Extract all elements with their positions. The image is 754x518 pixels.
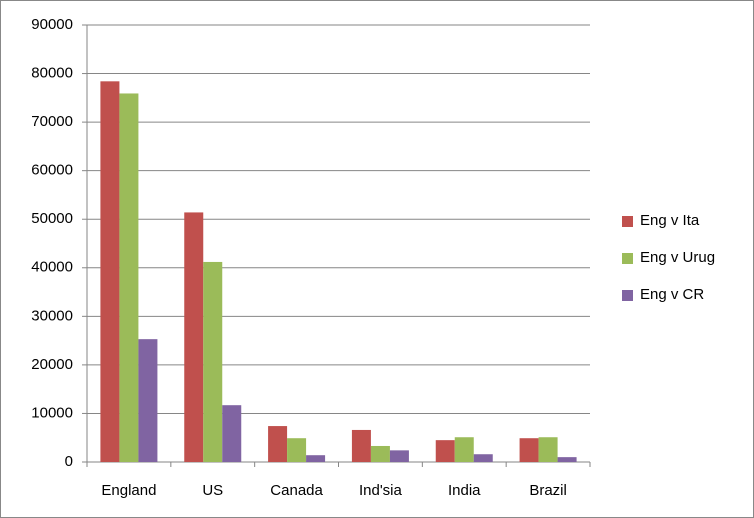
y-tick-label: 50000	[31, 210, 73, 227]
x-tick-label: US	[202, 482, 223, 499]
legend-label: Eng v Urug	[640, 249, 715, 266]
y-tick-label: 10000	[31, 404, 73, 421]
y-tick-label: 70000	[31, 113, 73, 130]
bar	[454, 437, 474, 462]
y-tick-label: 60000	[31, 162, 73, 179]
legend-swatch	[622, 253, 633, 264]
x-tick-label: England	[101, 482, 156, 499]
x-tick-label: India	[448, 482, 481, 499]
bar	[287, 438, 307, 462]
bar	[268, 426, 288, 462]
bar	[184, 212, 204, 462]
y-tick-label: 80000	[31, 65, 73, 82]
bar	[519, 438, 539, 462]
bar	[435, 440, 455, 462]
x-tick-label: Canada	[270, 482, 323, 499]
bar	[203, 261, 223, 462]
bar	[306, 455, 326, 462]
bar	[351, 429, 371, 462]
legend-swatch	[622, 216, 633, 227]
bar	[473, 454, 493, 462]
bar	[538, 437, 558, 462]
y-tick-label: 30000	[31, 307, 73, 324]
bar	[100, 81, 120, 462]
bar	[557, 457, 577, 462]
y-tick-label: 40000	[31, 259, 73, 276]
x-tick-label: Brazil	[529, 482, 567, 499]
bar	[138, 339, 158, 462]
bar	[370, 445, 390, 462]
y-tick-label: 20000	[31, 356, 73, 373]
bar	[222, 405, 242, 462]
y-tick-label: 90000	[31, 16, 73, 33]
x-tick-label: Ind'sia	[359, 482, 403, 499]
bar	[119, 93, 139, 463]
y-tick-label: 0	[65, 453, 73, 470]
bar	[389, 450, 409, 462]
legend-label: Eng v CR	[640, 286, 704, 303]
legend-label: Eng v Ita	[640, 212, 700, 229]
legend-swatch	[622, 290, 633, 301]
